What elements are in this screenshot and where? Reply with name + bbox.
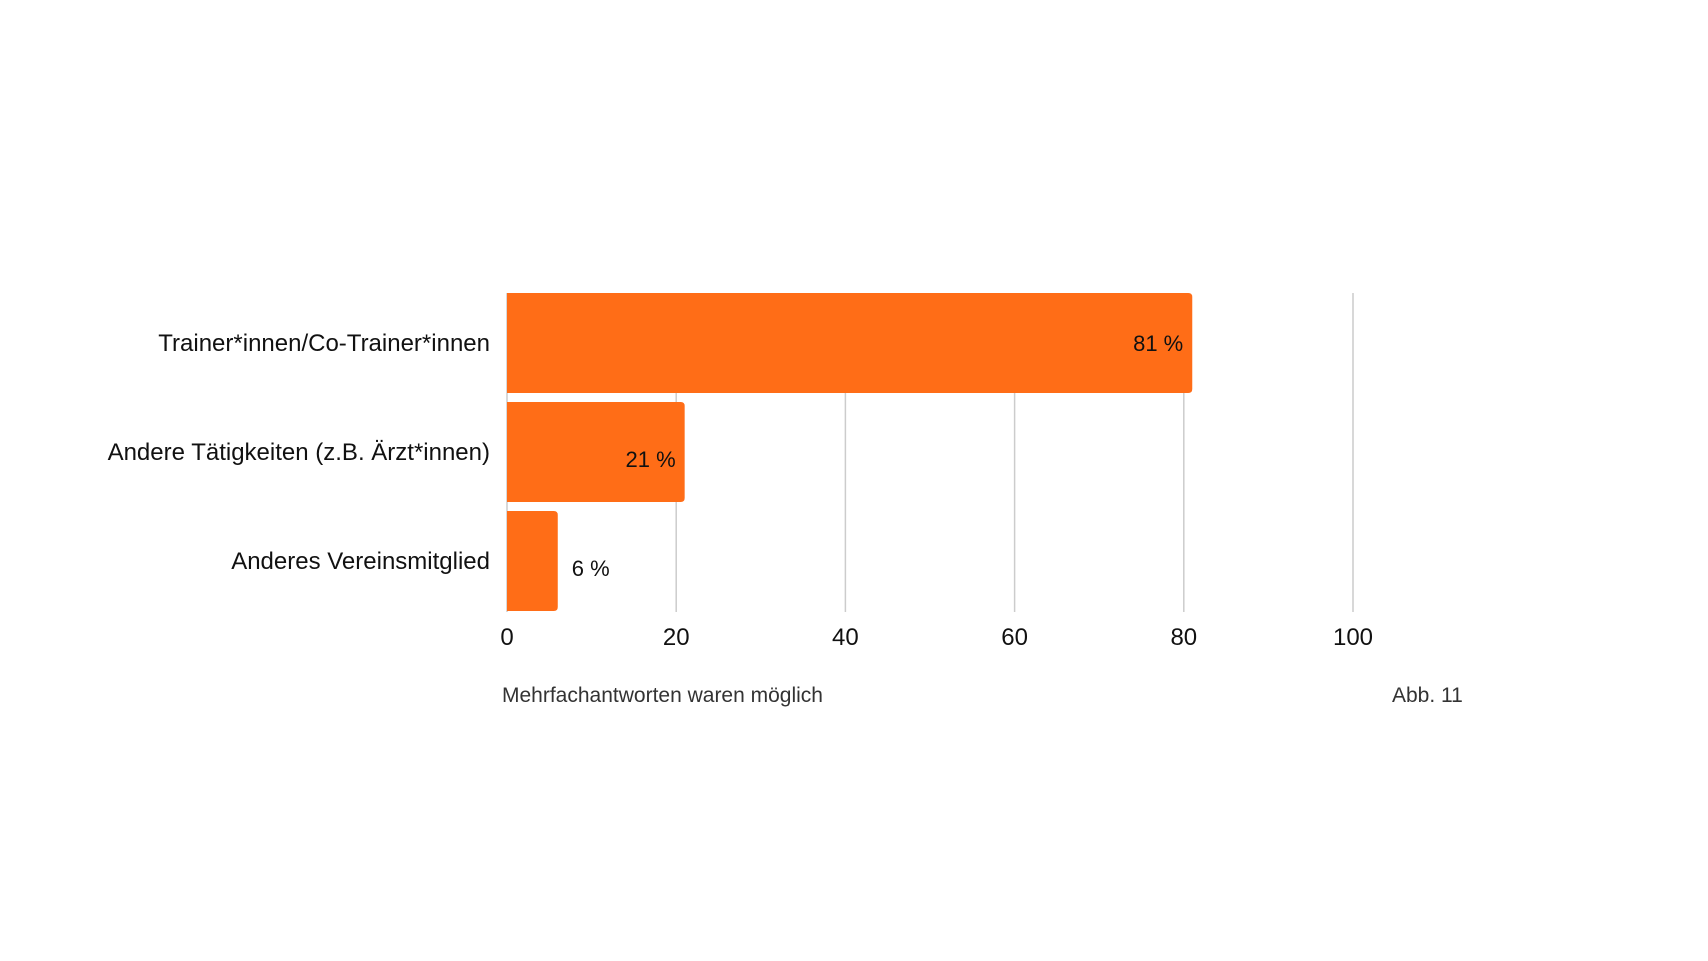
x-tick-label: 20 bbox=[663, 624, 690, 651]
data-label: 81 % bbox=[1133, 331, 1183, 356]
bar bbox=[507, 293, 1193, 393]
figure-reference: Abb. 11 bbox=[1392, 684, 1463, 707]
x-tick-label: 0 bbox=[500, 624, 513, 651]
x-tick-label: 60 bbox=[1001, 624, 1028, 651]
bar-layer bbox=[507, 293, 1193, 611]
bar bbox=[507, 511, 558, 611]
x-tick-label: 100 bbox=[1333, 624, 1373, 651]
category-label: Andere Tätigkeiten (z.B. Ärzt*innen) bbox=[108, 439, 490, 466]
label-layer: 0 20 40 60 80 100 Trainer*innen/Co-Trainer*inn… bbox=[108, 330, 1373, 651]
x-tick-label: 80 bbox=[1170, 624, 1197, 651]
x-tick-label: 40 bbox=[832, 624, 859, 651]
data-label: 6 % bbox=[572, 556, 610, 581]
bar bbox=[507, 402, 685, 502]
category-label: Trainer*innen/Co-Trainer*innen bbox=[158, 330, 490, 357]
data-label: 21 % bbox=[626, 447, 676, 472]
chart-footnote: Mehrfachantworten waren möglich bbox=[502, 684, 823, 707]
category-label: Anderes Vereinsmitglied bbox=[231, 548, 490, 575]
